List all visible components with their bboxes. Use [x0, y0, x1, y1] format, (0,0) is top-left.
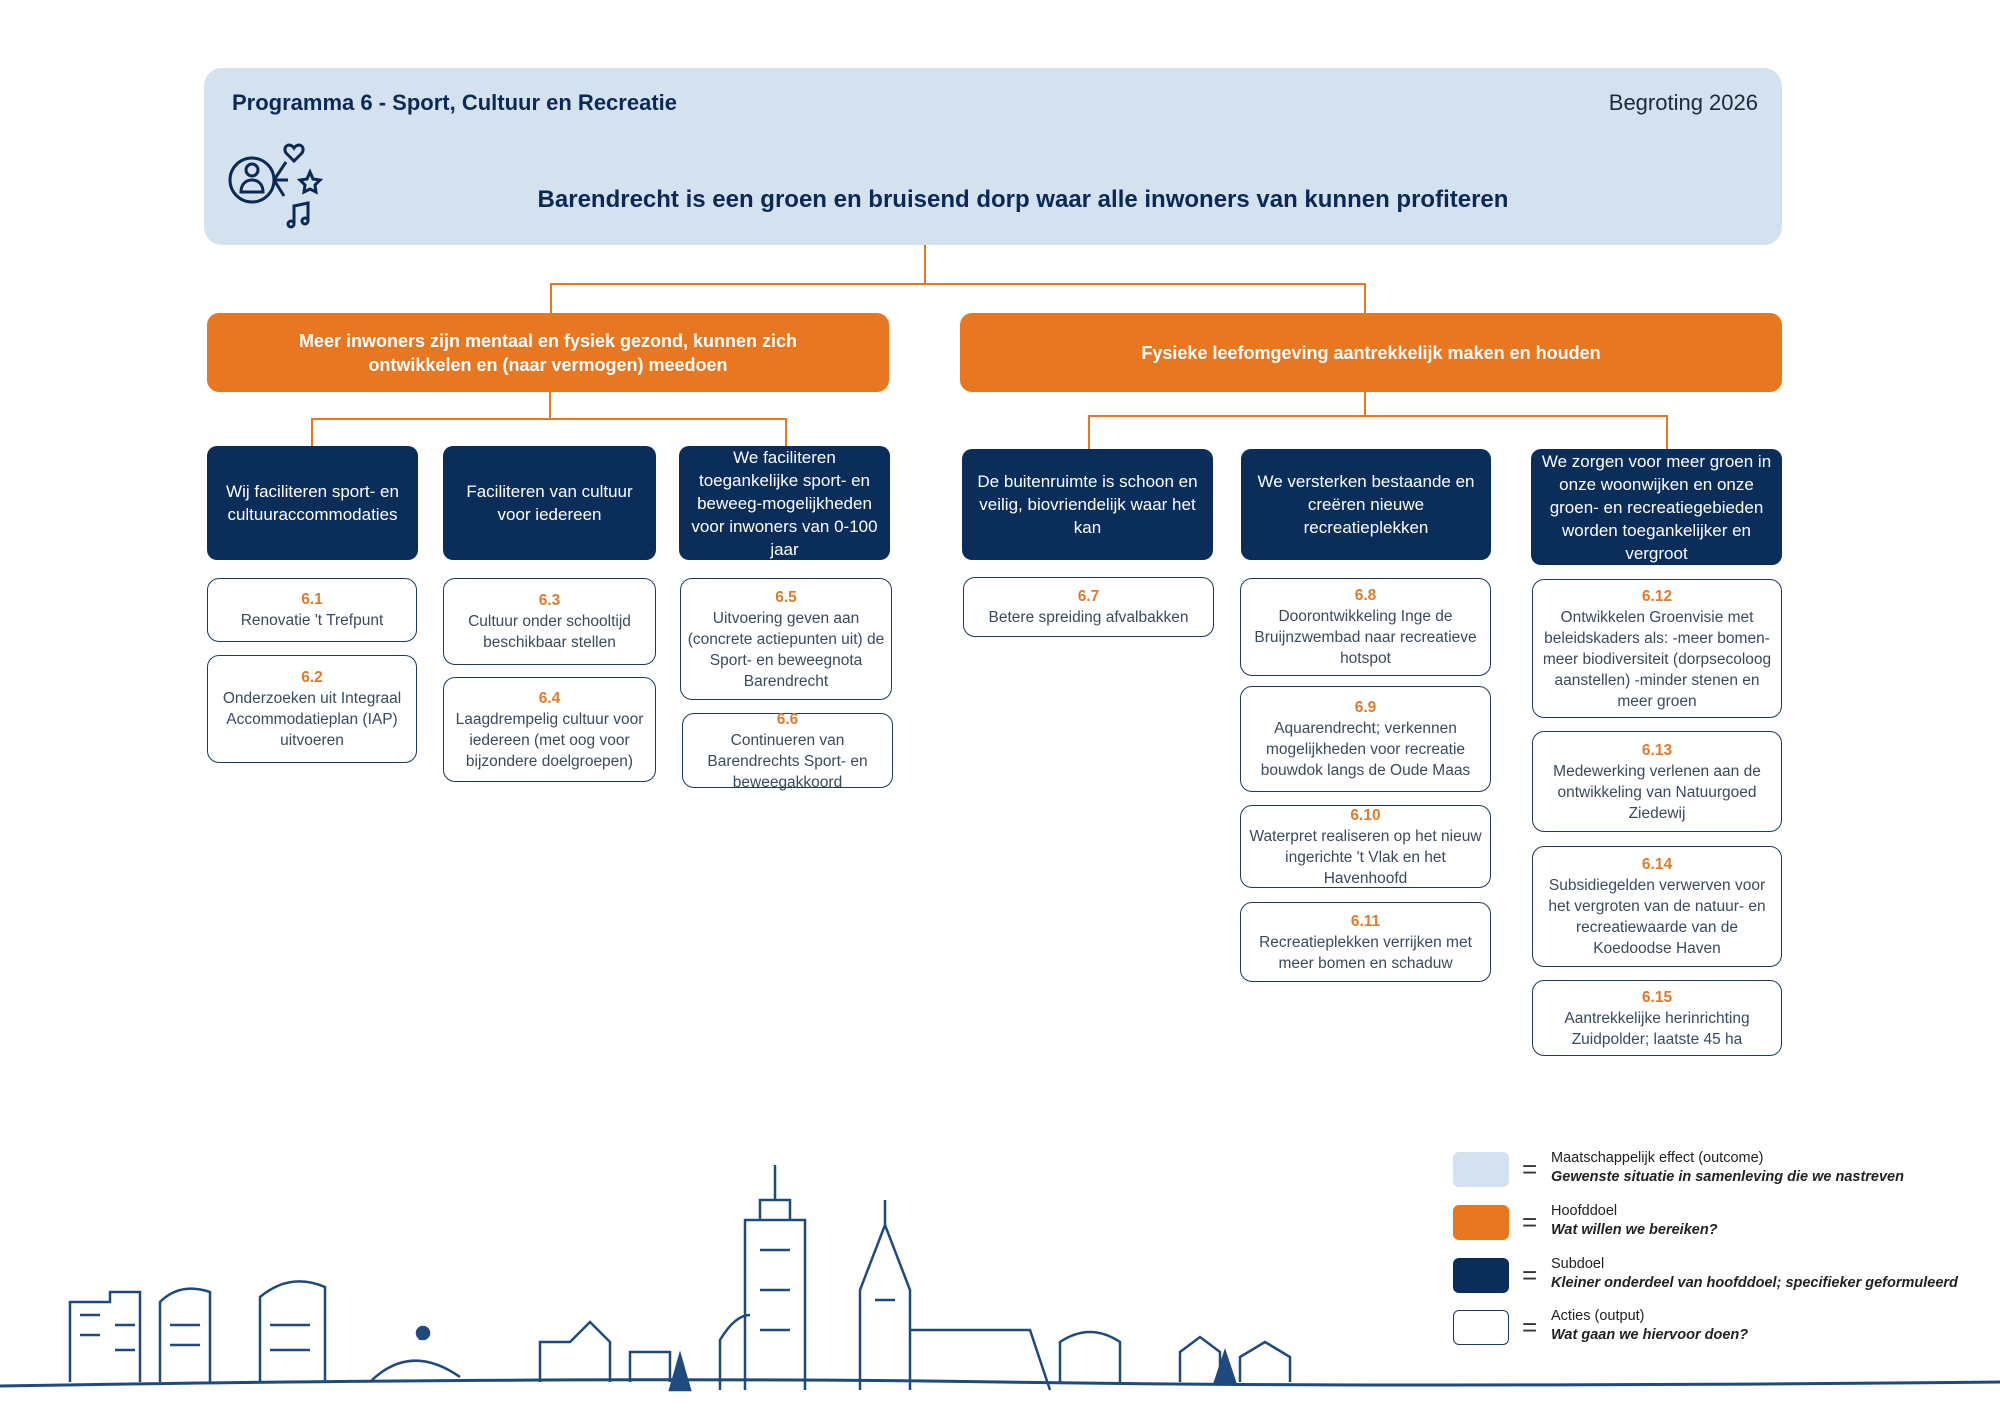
actie-number: 6.6	[776, 710, 799, 728]
connector	[1364, 392, 1366, 415]
legend-entry: Hoofddoel Wat willen we bereiken?	[1551, 1202, 1718, 1240]
connector	[311, 418, 787, 420]
actie-box: 6.2 Onderzoeken uit Integraal Accommodati…	[207, 655, 417, 763]
program-title: Programma 6 - Sport, Cultuur en Recreati…	[232, 90, 677, 115]
subdoel-text: We faciliteren toegankelijke sport- en b…	[691, 447, 878, 559]
subdoel-box: De buitenruimte is schoon en veilig, bio…	[962, 449, 1213, 560]
subdoel-box: We zorgen voor meer groen in onze woonwi…	[1531, 449, 1782, 565]
actie-text: Cultuur onder schooltijd beschikbaar ste…	[468, 613, 631, 651]
equals-sign: =	[1522, 1154, 1538, 1184]
hoofddoel-text: Meer inwoners zijn mentaal en fysiek gez…	[298, 330, 798, 375]
connector	[550, 283, 1366, 285]
actie-text: Aquarendrecht; verkennen mogelijkheden v…	[1260, 720, 1471, 779]
actie-number: 6.1	[301, 591, 323, 608]
actie-box: 6.4 Laagdrempelig cultuur voor iedereen (…	[443, 677, 656, 782]
actie-number: 6.12	[1641, 587, 1673, 605]
actie-box: 6.6 Continueren van Barendrechts Sport- e…	[682, 711, 893, 791]
actie-box: 6.14 Subsidiegelden verwerven voor het ve…	[1532, 846, 1782, 967]
legend-label: Acties (output)	[1551, 1308, 1645, 1324]
legend-label: Maatschappelijk effect (outcome)	[1551, 1150, 1764, 1166]
actie-number: 6.8	[1354, 587, 1377, 604]
actie-box: 6.10 Waterpret realiseren op het nieuw in…	[1240, 805, 1491, 888]
legend-swatch	[1453, 1205, 1509, 1240]
actie-text: Doorontwikkeling Inge de Bruijnzwembad n…	[1254, 608, 1477, 667]
actie-box: 6.8 Doorontwikkeling Inge de Bruijnzwemba…	[1240, 578, 1491, 676]
legend-description: Kleiner onderdeel van hoofddoel; specifi…	[1551, 1275, 1958, 1291]
actie-number: 6.3	[538, 592, 561, 609]
legend-entry: Maatschappelijk effect (outcome) Gewenste…	[1551, 1149, 1904, 1187]
actie-box: 6.9 Aquarendrecht; verkennen mogelijkhede…	[1240, 686, 1491, 792]
actie-text: Renovatie 't Trefpunt	[240, 612, 384, 629]
legend-description: Wat gaan we hiervoor doen?	[1551, 1327, 1749, 1343]
legend-description: Gewenste situatie in samenleving die we …	[1551, 1169, 1904, 1185]
actie-box: 6.5 Uitvoering geven aan (concrete actiep…	[680, 578, 892, 700]
person-heart-star-music-icon	[228, 143, 324, 229]
hoofddoel-box: Meer inwoners zijn mentaal en fysiek gez…	[207, 313, 889, 392]
actie-box: 6.1 Renovatie 't Trefpunt	[207, 578, 417, 642]
actie-number: 6.15	[1641, 988, 1673, 1006]
subdoel-text: We zorgen voor meer groen in onze woonwi…	[1541, 451, 1772, 563]
actie-box: 6.11 Recreatieplekken verrijken met meer …	[1240, 902, 1491, 982]
actie-text: Uitvoering geven aan (concrete actiepunt…	[687, 609, 885, 690]
connector	[785, 418, 787, 446]
actie-number: 6.7	[1077, 588, 1100, 605]
legend-label: Subdoel	[1551, 1256, 1605, 1272]
legend-entry: Subdoel Kleiner onderdeel van hoofddoel; …	[1551, 1255, 1958, 1293]
equals-sign: =	[1522, 1260, 1538, 1290]
subdoel-text: De buitenruimte is schoon en veilig, bio…	[977, 472, 1198, 537]
actie-box: 6.7 Betere spreiding afvalbakken	[963, 577, 1214, 637]
actie-number: 6.4	[538, 689, 561, 707]
actie-box: 6.15 Aantrekkelijke herinrichting Zuidpol…	[1532, 980, 1782, 1056]
actie-number: 6.13	[1641, 741, 1673, 759]
connector	[550, 283, 552, 313]
equals-sign: =	[1522, 1207, 1538, 1237]
village-skyline-illustration	[0, 1165, 2000, 1392]
actie-text: Waterpret realiseren op het nieuw ingeri…	[1249, 827, 1482, 887]
actie-text: Recreatieplekken verrijken met meer bome…	[1259, 933, 1472, 972]
actie-number: 6.9	[1354, 699, 1377, 716]
connector	[311, 418, 313, 446]
subdoel-box: We faciliteren toegankelijke sport- en b…	[679, 446, 890, 560]
legend-label: Hoofddoel	[1551, 1203, 1618, 1219]
subdoel-box: Faciliteren van cultuur voor iedereen	[443, 446, 656, 560]
legend-entry: Acties (output) Wat gaan we hiervoor doen…	[1551, 1307, 1748, 1345]
actie-text: Subsidiegelden verwerven voor het vergro…	[1548, 877, 1766, 957]
actie-box: 6.12 Ontwikkelen Groenvisie met beleidska…	[1532, 579, 1782, 718]
subdoel-box: Wij faciliteren sport- en cultuuraccommo…	[207, 446, 418, 560]
subdoel-text: Faciliteren van cultuur voor iedereen	[466, 482, 633, 524]
legend-swatch	[1453, 1152, 1509, 1187]
actie-text: Medewerking verlenen aan de ontwikkeling…	[1553, 762, 1761, 822]
actie-box: 6.13 Medewerking verlenen aan de ontwikke…	[1532, 731, 1782, 832]
effect-heading: Barendrecht is een groen en bruisend dor…	[537, 186, 1509, 213]
actie-text: Laagdrempelig cultuur voor iedereen (met…	[455, 710, 644, 770]
hoofddoel-box: Fysieke leefomgeving aantrekkelijk maken…	[960, 313, 1782, 392]
actie-text: Betere spreiding afvalbakken	[988, 609, 1189, 626]
connector	[1666, 415, 1668, 449]
outcome-header: Programma 6 - Sport, Cultuur en Recreati…	[204, 68, 1782, 245]
legend-description: Wat willen we bereiken?	[1551, 1222, 1718, 1238]
connector	[1088, 415, 1090, 449]
actie-number: 6.5	[775, 588, 797, 606]
budget-year: Begroting 2026	[1608, 90, 1758, 115]
equals-sign: =	[1522, 1312, 1538, 1342]
subdoel-text: Wij faciliteren sport- en cultuuraccommo…	[226, 482, 399, 524]
legend-swatch	[1453, 1310, 1509, 1345]
legend-swatch	[1453, 1258, 1509, 1293]
actie-box: 6.3 Cultuur onder schooltijd beschikbaar …	[443, 578, 656, 665]
actie-text: Aantrekkelijke herinrichting Zuidpolder;…	[1564, 1009, 1750, 1048]
connector	[1364, 283, 1366, 313]
connector	[1088, 415, 1668, 417]
subdoel-box: We versterken bestaande en creëren nieuw…	[1241, 449, 1491, 560]
connector	[924, 245, 926, 283]
hoofddoel-text: Fysieke leefomgeving aantrekkelijk maken…	[1141, 342, 1601, 363]
connector	[549, 392, 551, 418]
actie-number: 6.2	[301, 669, 323, 686]
actie-number: 6.14	[1641, 856, 1673, 873]
actie-text: Ontwikkelen Groenvisie met beleidskaders…	[1542, 608, 1772, 710]
actie-number: 6.11	[1350, 912, 1381, 930]
actie-number: 6.10	[1350, 806, 1381, 824]
actie-text: Continueren van Barendrechts Sport- en b…	[707, 731, 868, 791]
subdoel-text: We versterken bestaande en creëren nieuw…	[1257, 472, 1475, 537]
actie-text: Onderzoeken uit Integraal Accommodatiepl…	[222, 690, 402, 749]
